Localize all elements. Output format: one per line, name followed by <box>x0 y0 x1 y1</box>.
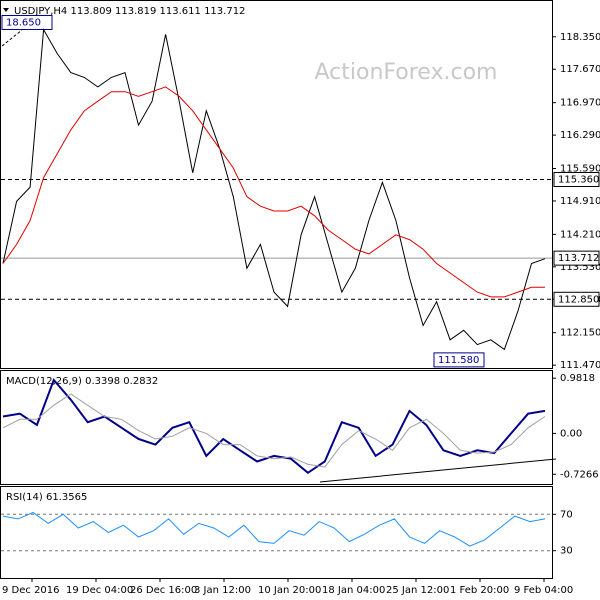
series-line <box>2 27 546 351</box>
x-tick-label: 25 Jan 12:00 <box>386 585 449 596</box>
panel-title: MACD(12,26,9) 0.3398 0.2832 <box>6 376 158 387</box>
annotation-label: 111.580 <box>438 355 479 366</box>
level-label: 115.360 <box>558 174 599 185</box>
y-tick-label: -0.7266 <box>560 469 599 480</box>
series-line <box>2 86 545 298</box>
annotation-box <box>433 352 485 368</box>
x-tick-label: 9 Dec 2016 <box>2 585 60 596</box>
y-tick-label: 114.910 <box>560 196 600 207</box>
y-tick-label: 116.290 <box>560 130 600 141</box>
annotation-box <box>1 14 53 30</box>
trendline <box>319 458 557 483</box>
series-line <box>2 511 546 547</box>
y-tick-label: 0.9818 <box>560 373 595 384</box>
series-line <box>2 393 546 468</box>
y-tick-label: 115.590 <box>560 164 600 175</box>
x-tick-label: 26 Dec 16:00 <box>130 585 197 596</box>
level-label: 112.850 <box>558 294 599 305</box>
macd-panel <box>0 370 553 485</box>
y-tick-label: 117.670 <box>560 64 600 75</box>
y-tick-label: 113.530 <box>560 262 600 273</box>
series-line <box>2 378 546 475</box>
x-tick-label: 1 Feb 20:00 <box>450 585 509 596</box>
dashed-connector <box>1 29 23 47</box>
price-panel <box>0 0 553 369</box>
x-tick-label: 9 Feb 04:00 <box>514 585 573 596</box>
level-box <box>553 250 600 266</box>
y-tick-label: 114.210 <box>560 229 600 240</box>
level-label: 113.712 <box>558 253 599 264</box>
title-arrow <box>3 8 9 12</box>
y-tick-label: 30 <box>560 546 573 557</box>
y-tick-label: 0.00 <box>560 428 582 439</box>
x-tick-label: 3 Jan 12:00 <box>194 585 251 596</box>
y-tick-label: 118.350 <box>560 32 600 43</box>
x-tick-label: 18 Jan 04:00 <box>322 585 385 596</box>
level-box <box>553 291 600 307</box>
y-tick-label: 111.470 <box>560 360 600 371</box>
watermark: ActionForex.com <box>315 60 498 85</box>
x-tick-label: 19 Dec 04:00 <box>66 585 133 596</box>
panel-title: RSI(14) 61.3565 <box>6 492 87 503</box>
x-tick-label: 10 Jan 20:00 <box>258 585 321 596</box>
panel-title: USDJPY,H4 113.809 113.819 113.611 113.71… <box>14 6 245 17</box>
rsi-panel <box>0 486 553 579</box>
y-tick-label: 116.970 <box>560 98 600 109</box>
level-box <box>553 171 600 187</box>
annotation-label: 18.650 <box>6 17 41 28</box>
y-tick-label: 112.150 <box>560 328 600 339</box>
y-tick-label: 70 <box>560 509 573 520</box>
